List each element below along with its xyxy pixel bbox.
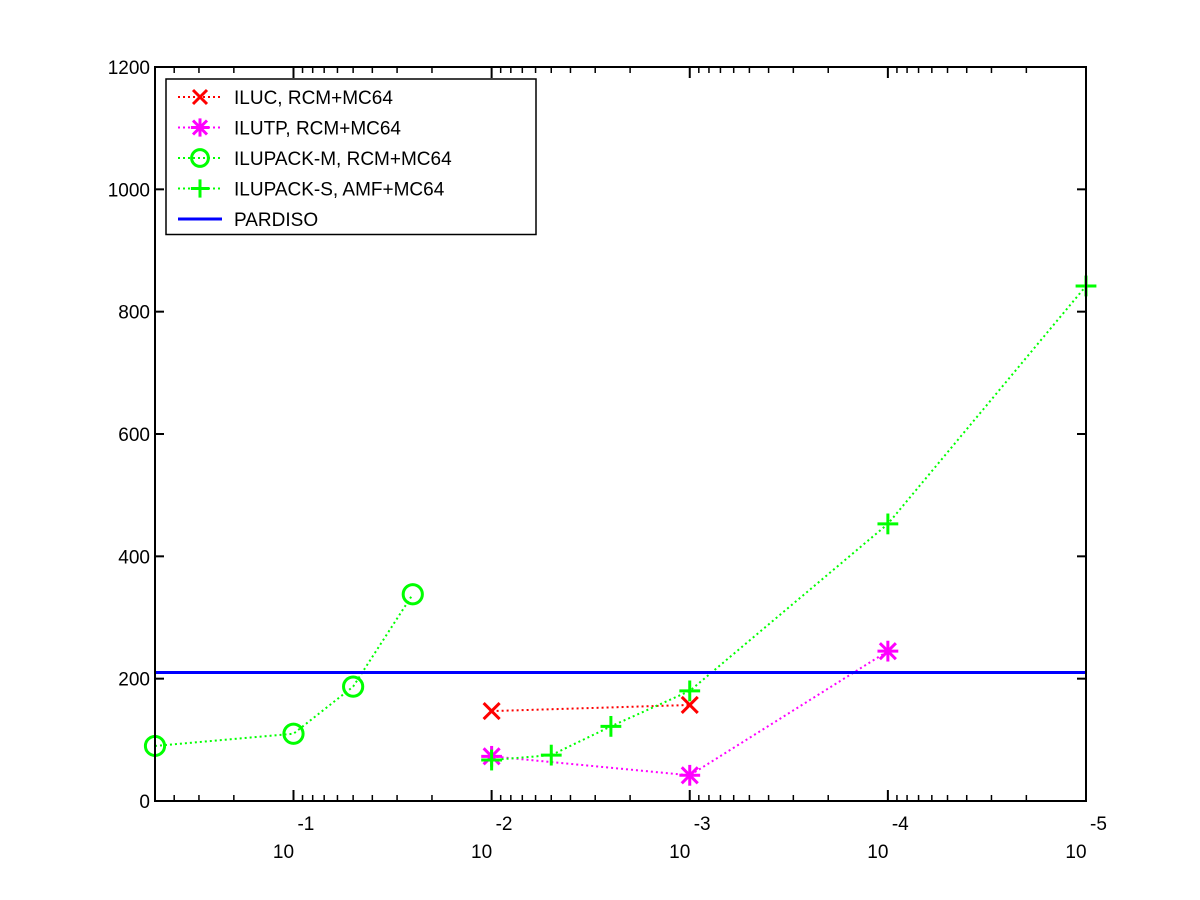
legend-label: ILUC, RCM+MC64 xyxy=(234,88,393,109)
x-tick-label-exponent: -4 xyxy=(892,814,909,835)
series-3 xyxy=(143,583,424,758)
x-tick-label-exponent: -5 xyxy=(1090,814,1107,835)
x-tick-label-base: 10 xyxy=(669,842,690,863)
data-point-circle xyxy=(342,675,365,698)
y-tick-label: 600 xyxy=(118,425,150,446)
data-point-circle xyxy=(401,583,424,606)
x-tick-label-base: 10 xyxy=(273,842,294,863)
data-point-plus xyxy=(679,680,701,702)
data-point-plus xyxy=(877,513,899,535)
x-tick-label-exponent: -3 xyxy=(694,814,711,835)
data-point-circle xyxy=(190,148,210,168)
legend-entry: ILUC, RCM+MC64 xyxy=(178,88,393,109)
y-tick-label: 800 xyxy=(118,303,150,324)
y-tick-label: 0 xyxy=(139,792,150,813)
x-tick-label-base: 10 xyxy=(471,842,492,863)
legend-box xyxy=(165,78,537,236)
y-tick-label: 400 xyxy=(118,547,150,568)
y-tick-label: 1000 xyxy=(108,180,150,201)
legend-entry: ILUPACK-M, RCM+MC64 xyxy=(178,148,452,170)
data-point-x xyxy=(191,88,209,106)
x-tick-label-base: 10 xyxy=(1065,842,1086,863)
x-tick-label-base: 10 xyxy=(867,842,888,863)
x-tick-label-exponent: -2 xyxy=(496,814,513,835)
plot-frame xyxy=(154,66,1087,802)
series-line xyxy=(491,650,889,777)
legend-entry: ILUTP, RCM+MC64 xyxy=(178,118,401,140)
legend-label: ILUTP, RCM+MC64 xyxy=(234,119,401,140)
legend-entry: ILUPACK-S, AMF+MC64 xyxy=(178,179,445,201)
data-point-asterisk xyxy=(877,640,899,662)
data-point-asterisk xyxy=(190,118,210,137)
data-point-plus xyxy=(190,179,210,198)
legend-label: PARDISO xyxy=(234,210,318,231)
x-tick-label-exponent: -1 xyxy=(297,814,314,835)
y-tick-label: 1200 xyxy=(108,58,150,79)
legend: ILUC, RCM+MC64 ILUTP, RCM+MC64 ILUPACK-M, … xyxy=(165,78,537,236)
data-point-circle xyxy=(282,722,305,745)
legend-entry: PARDISO xyxy=(178,210,318,231)
data-point-asterisk xyxy=(679,764,701,786)
data-point-plus xyxy=(481,749,503,771)
data-point-x xyxy=(482,702,501,721)
legend-label: ILUPACK-S, AMF+MC64 xyxy=(234,180,445,201)
series-layer xyxy=(143,275,1097,786)
y-tick-label: 200 xyxy=(118,670,150,691)
data-point-x xyxy=(680,695,699,715)
data-point-plus xyxy=(540,744,562,766)
data-point-plus xyxy=(600,715,622,737)
legend-label: ILUPACK-M, RCM+MC64 xyxy=(234,149,452,170)
